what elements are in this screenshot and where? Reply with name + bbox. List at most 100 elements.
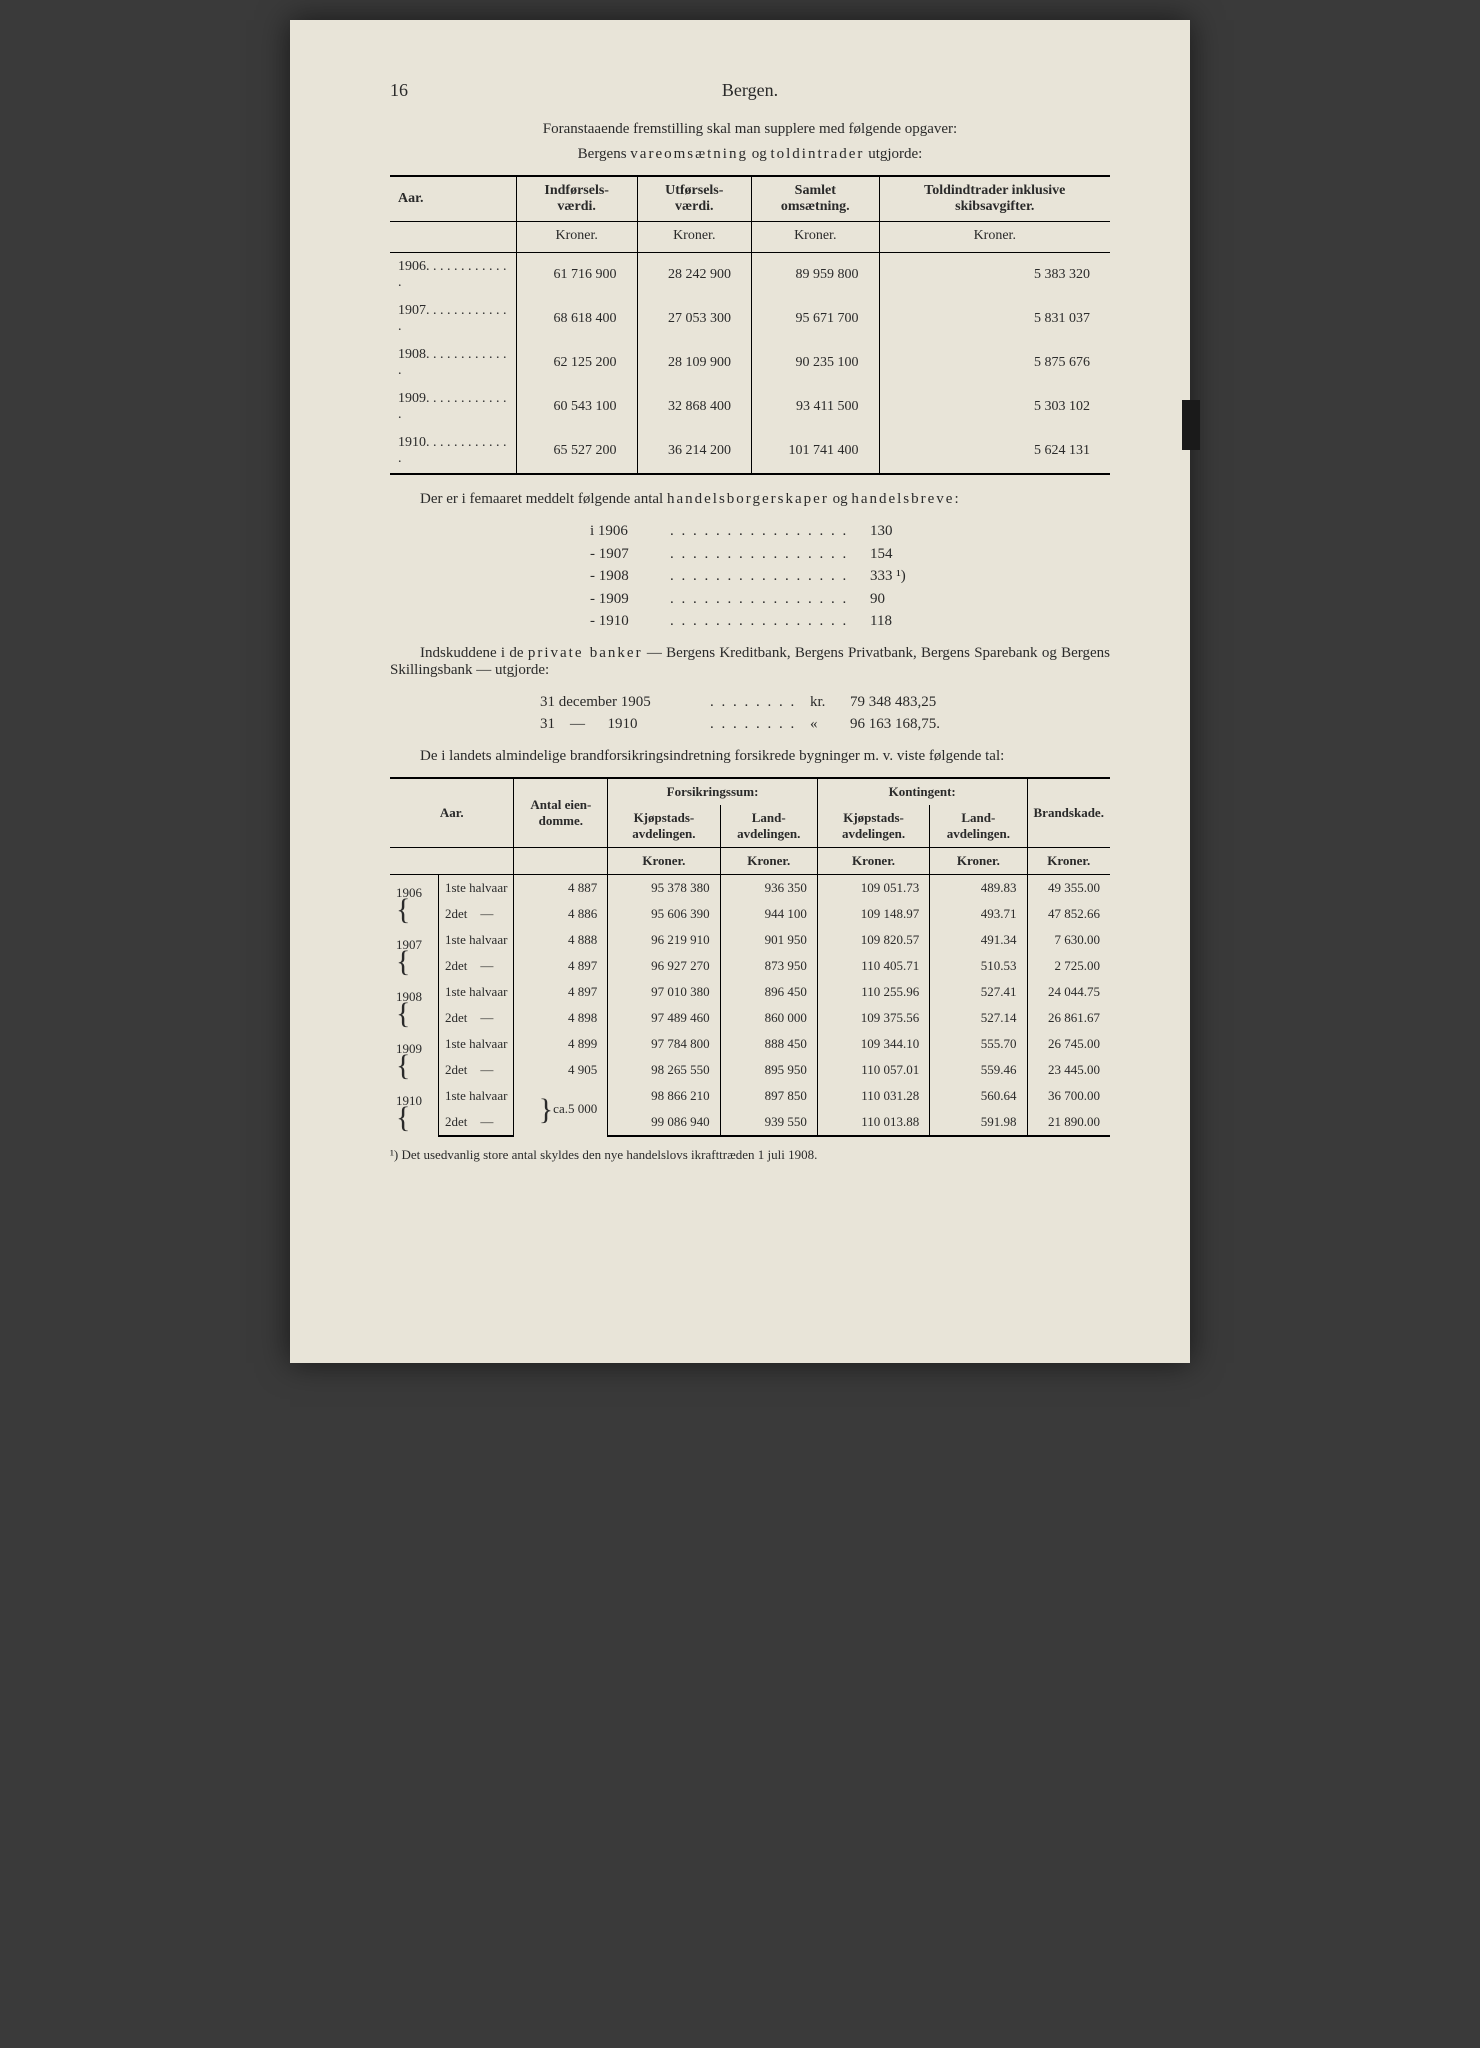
th2-antal: Antal eien- domme. (514, 778, 608, 848)
year-label: - 1908 (590, 565, 670, 588)
trade-table: Aar. Indførsels- værdi. Utførsels- værdi… (390, 175, 1110, 475)
value-cell: 26 861.67 (1027, 1005, 1110, 1031)
table-row: 2det —4 89796 927 270873 950110 405.7151… (390, 953, 1110, 979)
table-row: 1909. . . . . . . . . . . . .60 543 1003… (390, 385, 1110, 429)
value-cell: 901 950 (720, 927, 817, 953)
year-cell: 1907. . . . . . . . . . . . . (390, 297, 516, 341)
value-cell: 5 303 102 (879, 385, 1110, 429)
footnote: ¹) Det usedvanlig store antal skyldes de… (390, 1147, 1110, 1163)
dots: . . . . . . . . . . . . . . . . (670, 543, 870, 566)
value-cell: 68 618 400 (516, 297, 637, 341)
value-cell: 110 013.88 (817, 1109, 929, 1136)
half-cell: 1ste halvaar (438, 1031, 513, 1057)
date-value: 96 163 168,75. (850, 713, 940, 736)
brace-icon: { (396, 1101, 410, 1134)
date-list: 31 december 1905. . . . . . . .kr.79 348… (540, 691, 1110, 736)
value-cell: 109 375.56 (817, 1005, 929, 1031)
value-cell: 860 000 (720, 1005, 817, 1031)
unit-cell: Kroner. (930, 847, 1027, 874)
table-row: 1908. . . . . . . . . . . . .62 125 2002… (390, 341, 1110, 385)
table-row: 2det —99 086 940939 550110 013.88591.982… (390, 1109, 1110, 1136)
value-cell: 109 820.57 (817, 927, 929, 953)
value-cell: 109 344.10 (817, 1031, 929, 1057)
value-cell: 109 148.97 (817, 901, 929, 927)
unit-cell: Kroner. (608, 847, 720, 874)
th2-k-kj: Kjøpstads- avdelingen. (817, 805, 929, 848)
value-cell: 23 445.00 (1027, 1057, 1110, 1083)
half-cell: 2det — (438, 1057, 513, 1083)
paragraph-1: Der er i femaaret meddelt følgende antal… (390, 491, 1110, 508)
value-cell: 97 489 460 (608, 1005, 720, 1031)
value-cell: 873 950 (720, 953, 817, 979)
value-cell: 96 927 270 (608, 953, 720, 979)
value-cell: 95 606 390 (608, 901, 720, 927)
year-value: 333 ¹) (870, 565, 906, 588)
value-cell: 527.14 (930, 1005, 1027, 1031)
year-cell: 1910. . . . . . . . . . . . . (390, 429, 516, 474)
year-value: 130 (870, 520, 893, 543)
table-row: 1908 {1ste halvaar4 89797 010 380896 450… (390, 979, 1110, 1005)
value-cell: 21 890.00 (1027, 1109, 1110, 1136)
year-list-item: - 1910. . . . . . . . . . . . . . . .118 (590, 610, 1110, 633)
value-cell: 897 850 (720, 1083, 817, 1109)
year-label: i 1906 (590, 520, 670, 543)
para2-pre: Indskuddene i de (420, 645, 528, 661)
value-cell: 24 044.75 (1027, 979, 1110, 1005)
unit-cell: Kroner. (637, 222, 751, 253)
value-cell: 36 700.00 (1027, 1083, 1110, 1109)
table-row: 2det —4 88695 606 390944 100109 148.9749… (390, 901, 1110, 927)
value-cell: 944 100 (720, 901, 817, 927)
value-cell: 110 031.28 (817, 1083, 929, 1109)
year-cell: 1906 { (390, 874, 438, 927)
value-cell: 26 745.00 (1027, 1031, 1110, 1057)
antal-cell: 4 899 (514, 1031, 608, 1057)
year-list-item: - 1908. . . . . . . . . . . . . . . .333… (590, 565, 1110, 588)
value-cell: 60 543 100 (516, 385, 637, 429)
intro-mid: og (748, 146, 771, 162)
year-list-item: i 1906. . . . . . . . . . . . . . . .130 (590, 520, 1110, 543)
value-cell: 559.46 (930, 1057, 1027, 1083)
value-cell: 493.71 (930, 901, 1027, 927)
value-cell: 28 109 900 (637, 341, 751, 385)
th2-konti: Kontingent: (817, 778, 1027, 805)
th-import: Indførsels- værdi. (516, 176, 637, 222)
value-cell: 591.98 (930, 1109, 1027, 1136)
year-value: 118 (870, 610, 892, 633)
half-cell: 1ste halvaar (438, 927, 513, 953)
brace-icon: } (539, 1093, 553, 1126)
value-cell: 555.70 (930, 1031, 1027, 1057)
document-page: 16 Bergen. Foranstaaende fremstilling sk… (290, 20, 1190, 1363)
year-label: - 1907 (590, 543, 670, 566)
intro-spaced-2: toldintrader (770, 146, 864, 162)
year-cell: 1907 { (390, 927, 438, 979)
unit-cell: Kroner. (516, 222, 637, 253)
intro-line-2: Bergens vareomsætning og toldintrader ut… (390, 146, 1110, 163)
value-cell: 97 784 800 (608, 1031, 720, 1057)
half-cell: 2det — (438, 1005, 513, 1031)
value-cell: 98 265 550 (608, 1057, 720, 1083)
table-row: 1910 {1ste halvaar}ca.5 00098 866 210897… (390, 1083, 1110, 1109)
half-cell: 1ste halvaar (438, 1083, 513, 1109)
value-cell: 5 383 320 (879, 253, 1110, 298)
antal-cell: 4 897 (514, 953, 608, 979)
year-cell: 1910 { (390, 1083, 438, 1136)
value-cell: 36 214 200 (637, 429, 751, 474)
antal-cell: 4 898 (514, 1005, 608, 1031)
half-cell: 2det — (438, 901, 513, 927)
dots: . . . . . . . . . . . . . . . . (670, 520, 870, 543)
antal-cell: }ca.5 000 (514, 1083, 608, 1136)
value-cell: 99 086 940 (608, 1109, 720, 1136)
year-cell: 1909 { (390, 1031, 438, 1083)
para1-mid: og (829, 491, 852, 507)
table-row: 1907. . . . . . . . . . . . .68 618 4002… (390, 297, 1110, 341)
insurance-table: Aar. Antal eien- domme. Forsikringssum: … (390, 777, 1110, 1137)
antal-cell: 4 888 (514, 927, 608, 953)
year-list-item: - 1909. . . . . . . . . . . . . . . . 90 (590, 588, 1110, 611)
intro-pre: Bergens (578, 146, 631, 162)
year-label: - 1910 (590, 610, 670, 633)
value-cell: 32 868 400 (637, 385, 751, 429)
table-row: 2det —4 89897 489 460860 000109 375.5652… (390, 1005, 1110, 1031)
value-cell: 90 235 100 (752, 341, 880, 385)
page-header: Bergen. (390, 80, 1110, 101)
th-year: Aar. (390, 176, 516, 222)
